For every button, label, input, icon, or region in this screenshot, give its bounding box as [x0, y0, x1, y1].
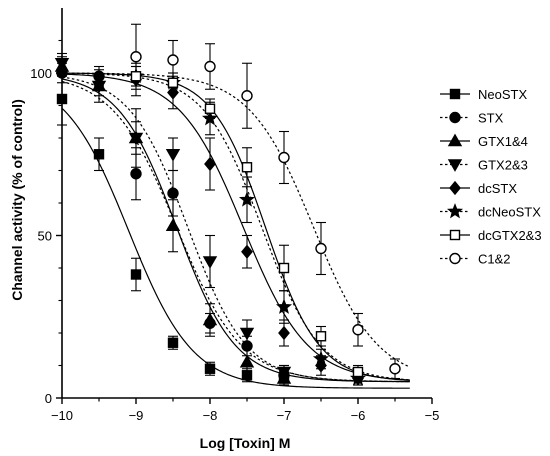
- data-point: [167, 187, 179, 199]
- legend-marker: [449, 111, 461, 124]
- fit-curves: [61, 72, 411, 389]
- legend-marker: [449, 180, 461, 196]
- data-point: [241, 90, 253, 102]
- legend-marker: [449, 88, 461, 100]
- x-tick-label: −5: [425, 408, 440, 423]
- data-point: [204, 103, 216, 114]
- data-point: [201, 110, 219, 126]
- data-point: [352, 324, 364, 336]
- data-point: [278, 151, 290, 164]
- data-point: [202, 312, 218, 326]
- fit-curve: [61, 73, 410, 381]
- data-point: [275, 298, 293, 314]
- data-point: [93, 149, 105, 160]
- data-point: [167, 85, 179, 100]
- data-point: [167, 337, 179, 348]
- data-point: [91, 80, 107, 94]
- data-point: [165, 149, 181, 162]
- x-tick-label: −8: [203, 408, 218, 423]
- legend: NeoSTX STX GTX1&4 GTX2&3 dcSTX dcNeoSTX dcGTX2…: [440, 87, 542, 267]
- fit-curve: [61, 72, 410, 381]
- data-point: [204, 363, 216, 374]
- data-markers: [54, 51, 401, 386]
- data-point: [204, 60, 216, 73]
- x-tick-label: −10: [51, 408, 73, 423]
- legend-marker: [447, 159, 463, 172]
- data-point: [241, 162, 253, 173]
- x-tick-label: −9: [129, 408, 144, 423]
- data-point: [389, 363, 401, 375]
- data-point: [130, 71, 142, 82]
- y-tick-label: 0: [45, 391, 52, 406]
- y-axis-title: Channel activity (% of control): [9, 99, 25, 300]
- error-bars: [57, 23, 400, 386]
- fit-curve: [61, 72, 411, 368]
- data-point: [165, 218, 181, 231]
- data-point: [276, 366, 292, 380]
- data-point: [241, 244, 253, 259]
- legend-marker: [447, 133, 463, 147]
- data-point: [315, 242, 327, 255]
- data-point: [204, 156, 216, 172]
- x-tick-label: −6: [351, 408, 366, 423]
- data-point: [241, 370, 253, 381]
- data-point: [238, 191, 256, 207]
- legend-label: GTX2&3: [478, 158, 528, 173]
- axes: −10 −9 −8 −7 −6 −5 0 50 100: [30, 8, 439, 423]
- data-point: [130, 51, 142, 63]
- y-tick-label: 50: [38, 229, 52, 244]
- legend-label: dcNeoSTX: [478, 205, 541, 220]
- data-point: [167, 54, 179, 66]
- legend-marker: [446, 203, 464, 219]
- data-point: [241, 340, 253, 352]
- legend-label: dcSTX: [478, 181, 517, 196]
- data-point: [167, 77, 179, 88]
- x-axis-title: Log [Toxin] M: [200, 435, 291, 451]
- data-point: [239, 327, 255, 341]
- fit-curve: [61, 107, 410, 389]
- fit-curve: [61, 76, 410, 383]
- fit-curve: [61, 80, 410, 383]
- data-point: [202, 256, 218, 269]
- legend-label: STX: [478, 111, 504, 126]
- legend-marker: [449, 229, 461, 241]
- data-point: [128, 132, 144, 146]
- x-tick-label: −7: [277, 408, 292, 423]
- legend-label: GTX1&4: [478, 134, 528, 149]
- legend-label: NeoSTX: [478, 87, 527, 102]
- data-point: [315, 331, 327, 342]
- y-tick-label: 100: [30, 66, 52, 81]
- data-point: [312, 350, 330, 366]
- data-point: [239, 354, 255, 368]
- legend-label: dcGTX2&3: [478, 228, 542, 243]
- data-point: [278, 262, 290, 274]
- data-point: [130, 168, 142, 180]
- legend-label: C1&2: [478, 252, 511, 267]
- data-point: [278, 325, 290, 341]
- legend-marker: [449, 252, 461, 265]
- data-point: [130, 269, 142, 280]
- data-point: [352, 366, 364, 378]
